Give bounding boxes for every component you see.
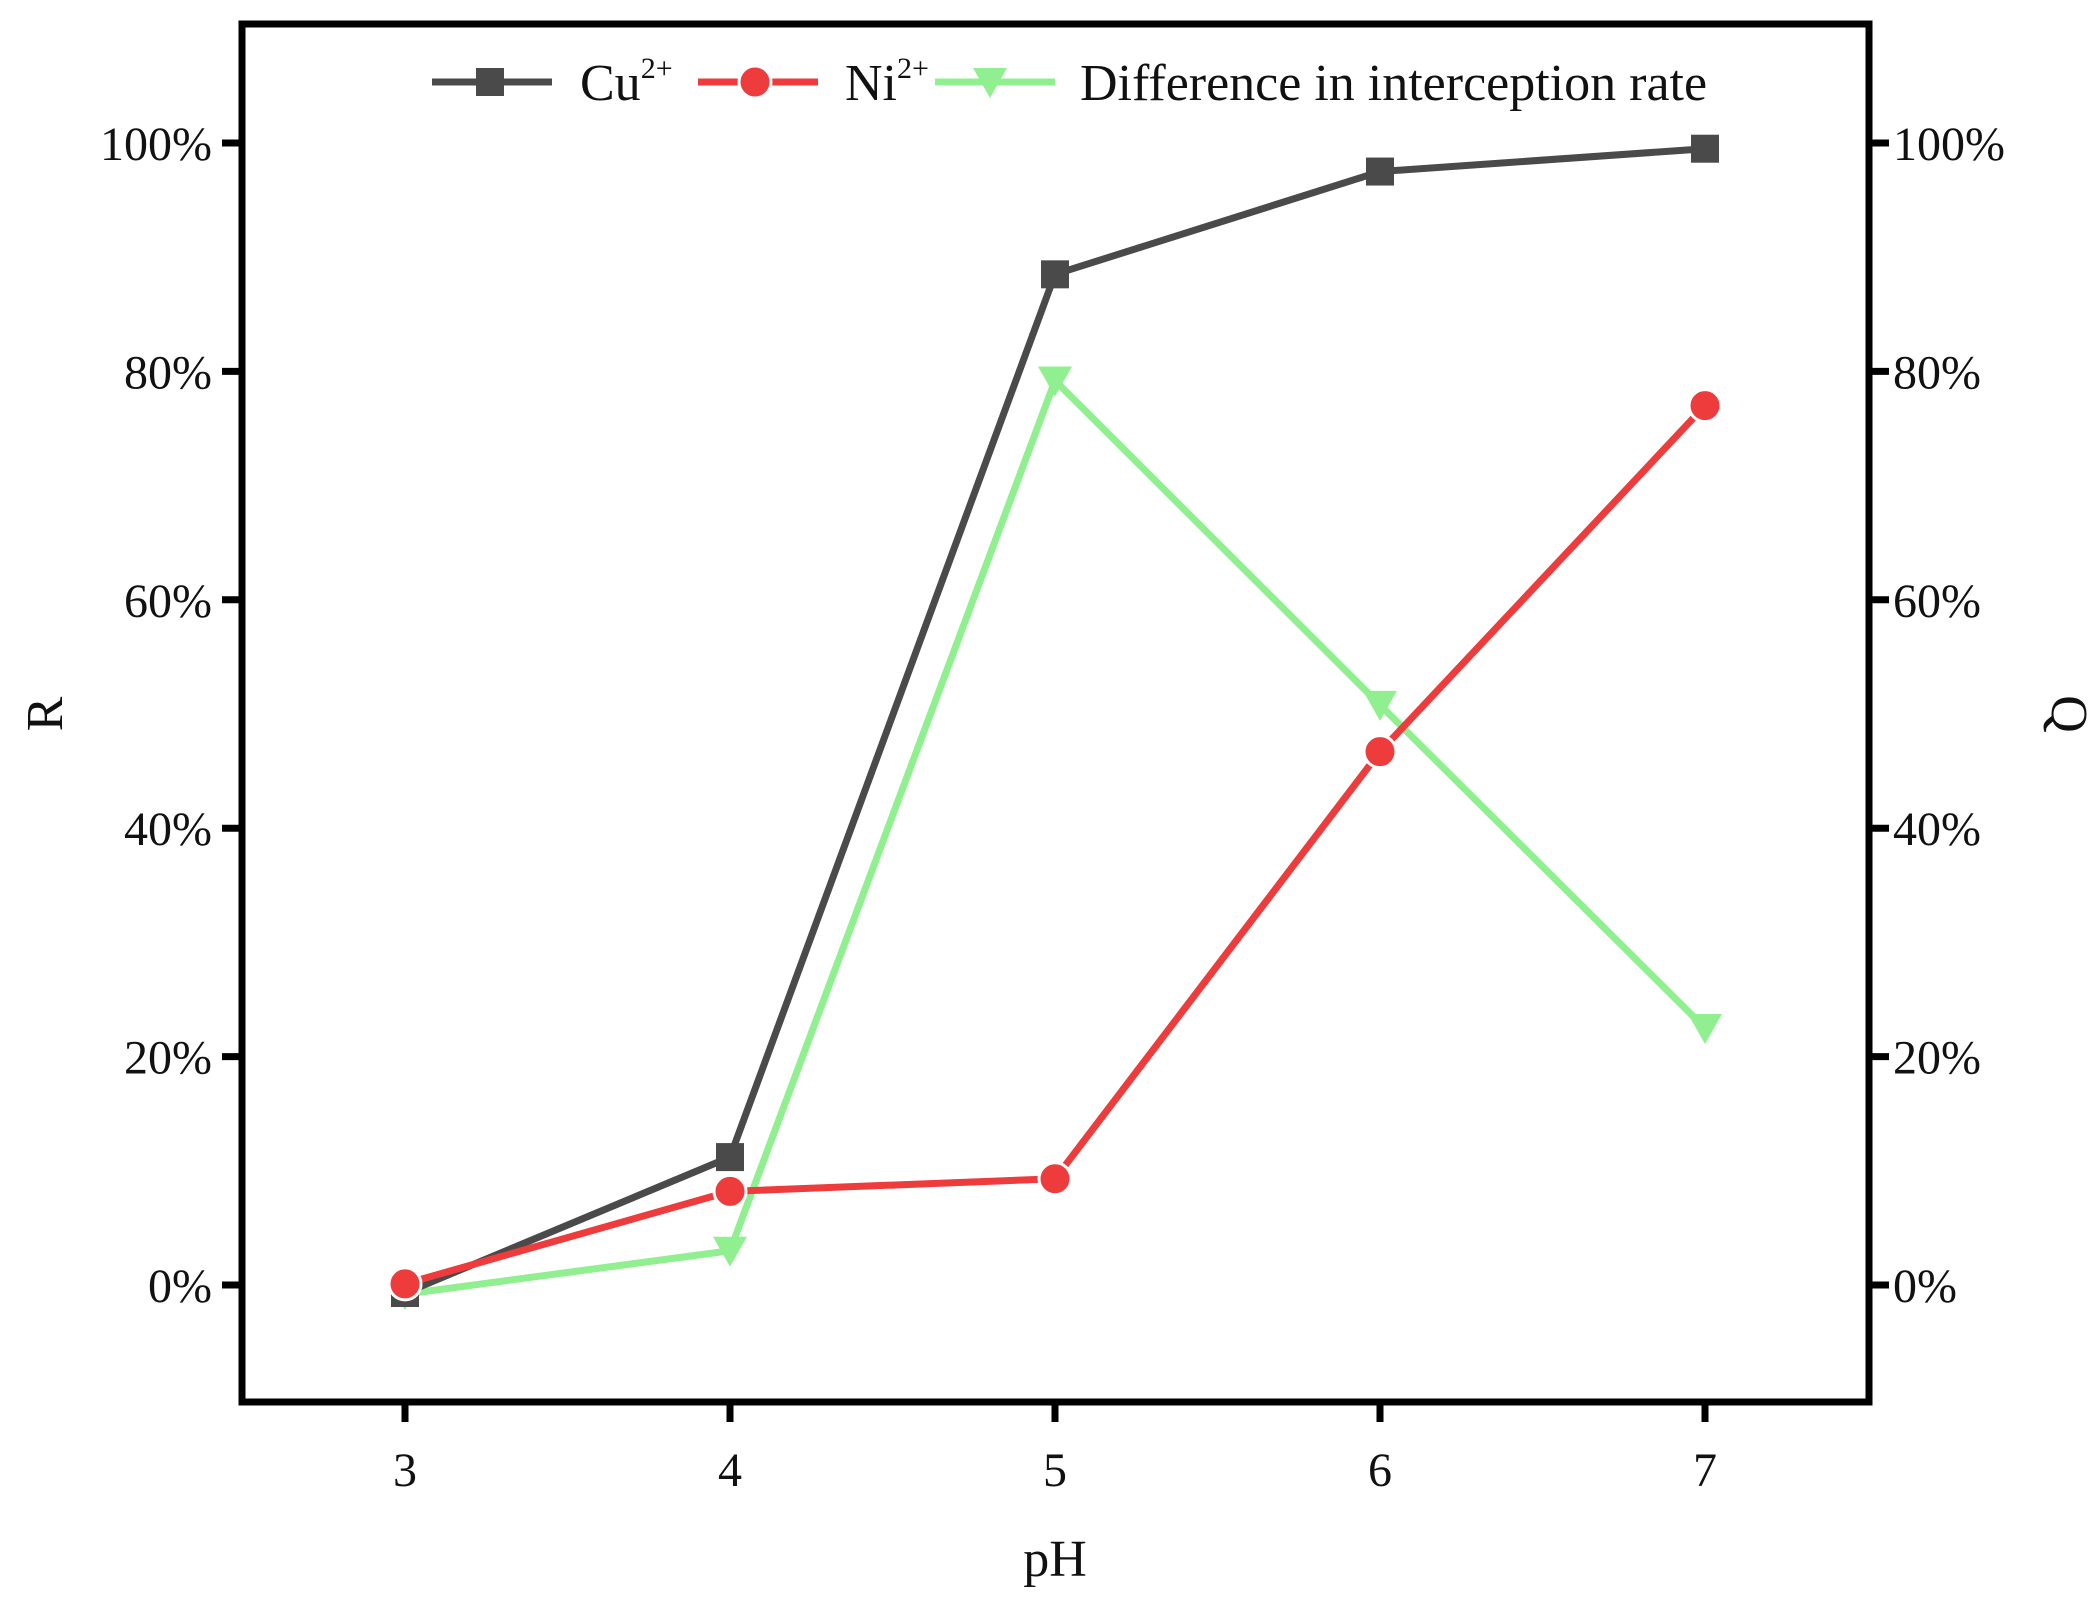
series-line-0 (401, 145, 1709, 1297)
legend: Cu2+ Ni2+ Difference in interception rate (432, 52, 1707, 112)
legend-label: Difference in interception rate (1080, 55, 1707, 112)
data-point (1366, 157, 1394, 186)
data-point (1688, 1014, 1722, 1045)
data-point (1362, 734, 1398, 770)
y-tick-label-left: 60% (124, 575, 212, 628)
data-point (387, 1266, 423, 1302)
legend-label-superscript: 2+ (897, 52, 929, 85)
y-tick-label-right: 0% (1893, 1260, 1957, 1313)
y-axis-title-right: Q (2040, 695, 2097, 733)
x-tick-label: 5 (1043, 1444, 1067, 1497)
y-tick-label-right: 20% (1893, 1032, 1981, 1085)
series-line-2 (401, 377, 1709, 1298)
series-line-1 (401, 402, 1709, 1288)
data-point (1687, 388, 1723, 424)
data-point (716, 1143, 744, 1172)
legend-label-superscript: 2+ (641, 52, 673, 85)
x-tick-label: 3 (393, 1444, 417, 1497)
y-tick-label-right: 100% (1893, 118, 2005, 171)
data-point (713, 1236, 747, 1267)
axes-layer: 3 4 5 6 7 0% 0% 20% 20% 40% 40% 60% 60% 80% 80% 100% 100… (100, 118, 2005, 1497)
data-point (1363, 690, 1397, 721)
data-point (1691, 134, 1719, 163)
y-tick-label-left: 80% (124, 346, 212, 399)
x-tick-label: 6 (1368, 1444, 1392, 1497)
y-tick-label-right: 80% (1893, 346, 1981, 399)
legend-marker (476, 68, 504, 96)
legend-label: Ni2+ (845, 52, 929, 112)
y-tick-label-left: 20% (124, 1032, 212, 1085)
data-point (1041, 260, 1069, 289)
y-tick-label-left: 100% (100, 118, 212, 171)
legend-label: Cu2+ (580, 52, 673, 112)
y-tick-label-left: 40% (124, 803, 212, 856)
x-axis-title: pH (1023, 1531, 1087, 1588)
series-layer (387, 134, 1723, 1311)
x-tick-label: 7 (1693, 1444, 1717, 1497)
y-tick-label-right: 40% (1893, 803, 1981, 856)
legend-marker (737, 64, 773, 100)
y-axis-title-left: R (17, 696, 74, 731)
y-tick-label-right: 60% (1893, 575, 1981, 628)
data-point (1037, 1161, 1073, 1197)
data-point (1038, 366, 1072, 397)
y-tick-label-left: 0% (148, 1260, 212, 1313)
legend-marker (973, 68, 1007, 98)
data-point (712, 1173, 748, 1209)
x-tick-label: 4 (718, 1444, 742, 1497)
